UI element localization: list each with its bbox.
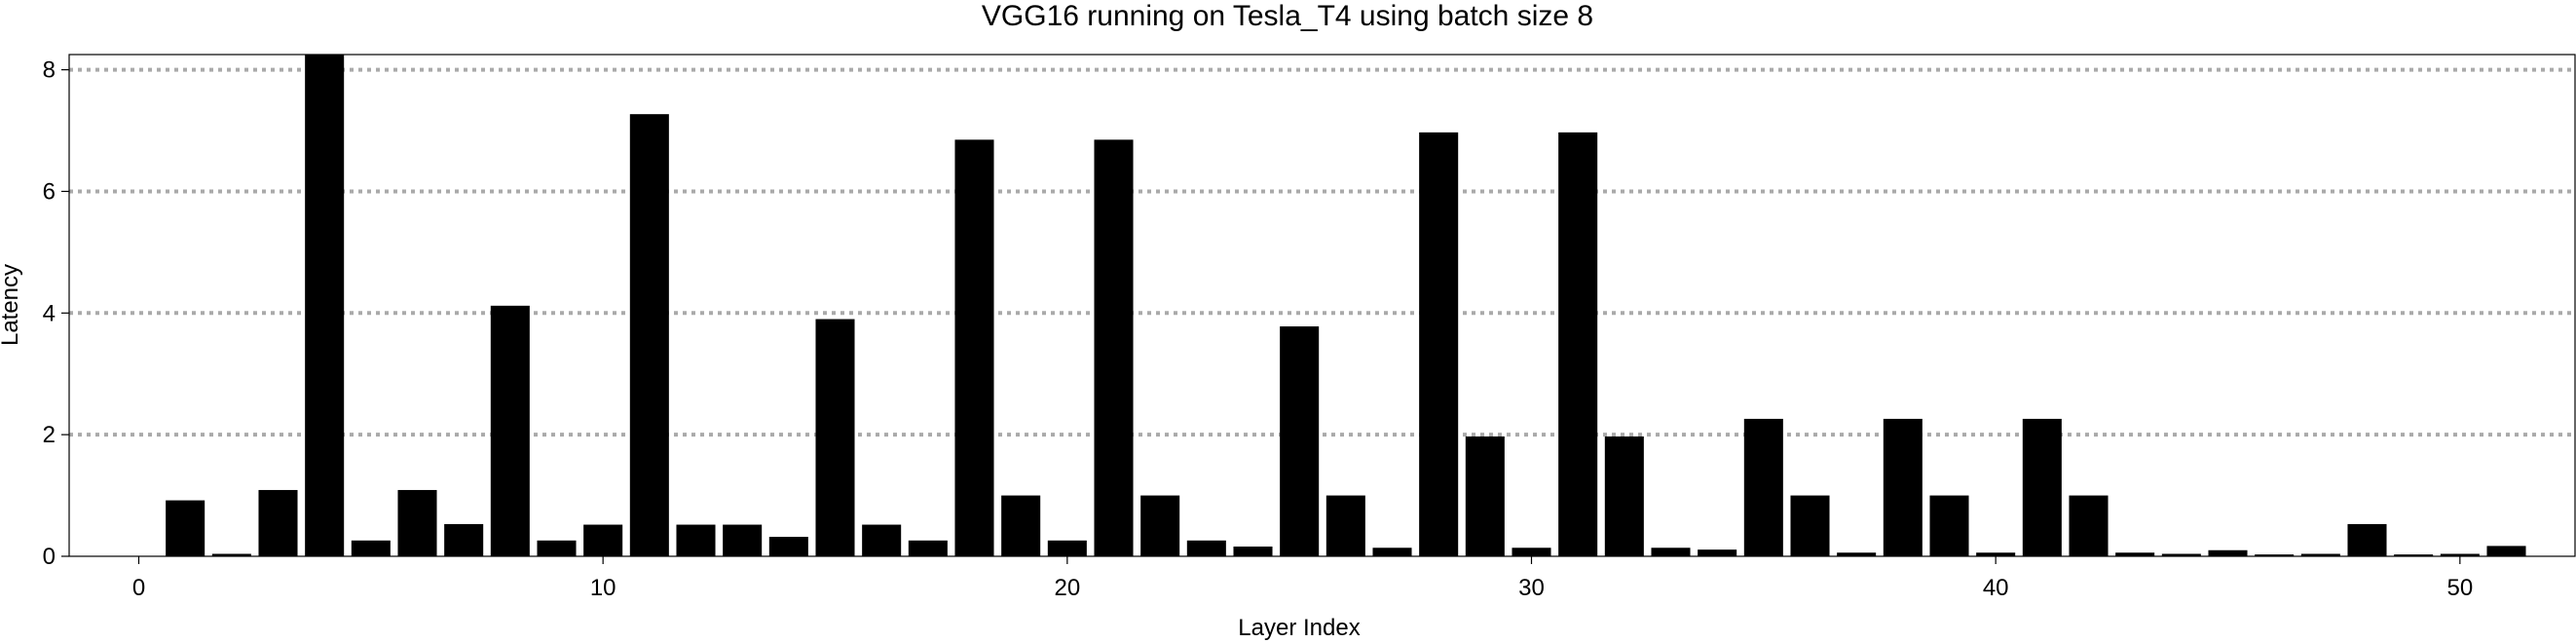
bar-layer-13 — [723, 524, 763, 556]
bar-layer-10 — [583, 524, 623, 556]
x-tick-label-40: 40 — [1983, 575, 2009, 601]
bar-layer-50 — [2440, 553, 2480, 556]
bar-layer-12 — [676, 524, 716, 556]
bar-layer-47 — [2300, 553, 2340, 556]
x-tick-label-0: 0 — [132, 575, 145, 601]
bar-layer-28 — [1419, 132, 1459, 557]
bar-layer-25 — [1280, 326, 1320, 556]
ticks: 0 10 20 30 40 50 0 2 4 6 8 — [43, 57, 2474, 601]
plot-frame — [68, 54, 2576, 557]
bar-layer-36 — [1790, 495, 1830, 556]
bar-layer-41 — [2022, 418, 2062, 556]
bar-layer-8 — [490, 305, 530, 556]
bar-layer-4 — [305, 55, 345, 556]
bar-layer-5 — [351, 540, 391, 556]
bar-layer-22 — [1140, 495, 1180, 556]
bar-layer-6 — [397, 489, 437, 556]
bar-layer-49 — [2394, 554, 2434, 556]
bar-layer-18 — [954, 139, 994, 557]
x-axis-label: Layer Index — [1238, 615, 1360, 641]
bar-layer-15 — [815, 319, 855, 556]
bar-layer-32 — [1604, 436, 1644, 556]
bar-layer-51 — [2486, 546, 2526, 556]
bar-layer-16 — [862, 524, 902, 556]
bar-layer-23 — [1186, 540, 1226, 556]
bar-layer-39 — [1929, 495, 1969, 556]
bar-layer-37 — [1837, 552, 1877, 556]
bar-layer-17 — [908, 540, 948, 556]
bar-layer-3 — [258, 489, 298, 556]
bar-layer-38 — [1883, 418, 1923, 556]
y-tick-label-8: 8 — [43, 57, 56, 84]
bar-layer-9 — [537, 540, 577, 556]
bar-layer-14 — [768, 537, 808, 556]
bar-layer-43 — [2115, 552, 2155, 556]
bar-layer-2 — [211, 553, 251, 556]
bar-layer-35 — [1743, 418, 1783, 556]
y-tick-label-6: 6 — [43, 178, 56, 205]
bar-layer-21 — [1094, 139, 1134, 557]
y-tick-label-0: 0 — [43, 544, 56, 570]
x-tick-label-30: 30 — [1518, 575, 1545, 601]
x-tick-label-50: 50 — [2446, 575, 2473, 601]
bar-layer-11 — [629, 114, 669, 557]
bar-layer-42 — [2069, 495, 2109, 556]
bar-layer-34 — [1698, 549, 1737, 556]
bar-layer-48 — [2347, 523, 2387, 556]
bar-layer-45 — [2208, 549, 2248, 556]
x-tick-label-20: 20 — [1054, 575, 1080, 601]
bar-layer-33 — [1651, 548, 1691, 556]
y-tick-label-4: 4 — [43, 300, 56, 326]
bar-layer-29 — [1465, 436, 1505, 556]
x-tick-label-10: 10 — [590, 575, 616, 601]
bar-layer-24 — [1233, 547, 1273, 556]
bar-layer-27 — [1372, 548, 1412, 556]
bar-layer-46 — [2255, 554, 2295, 556]
bar-layer-40 — [1976, 552, 2016, 556]
bar-layer-1 — [166, 500, 205, 556]
bar-layer-19 — [1001, 495, 1041, 556]
bar-layer-31 — [1558, 132, 1598, 557]
bars — [166, 55, 2526, 557]
bar-layer-44 — [2161, 553, 2201, 556]
bar-layer-20 — [1047, 540, 1087, 556]
y-tick-label-2: 2 — [43, 422, 56, 448]
bar-layer-30 — [1512, 548, 1551, 556]
bar-layer-26 — [1325, 495, 1365, 556]
chart-title: VGG16 running on Tesla_T4 using batch si… — [982, 0, 1593, 32]
gridlines — [69, 67, 2576, 437]
y-axis-label: Latency — [0, 264, 23, 346]
bar-layer-7 — [444, 523, 484, 556]
